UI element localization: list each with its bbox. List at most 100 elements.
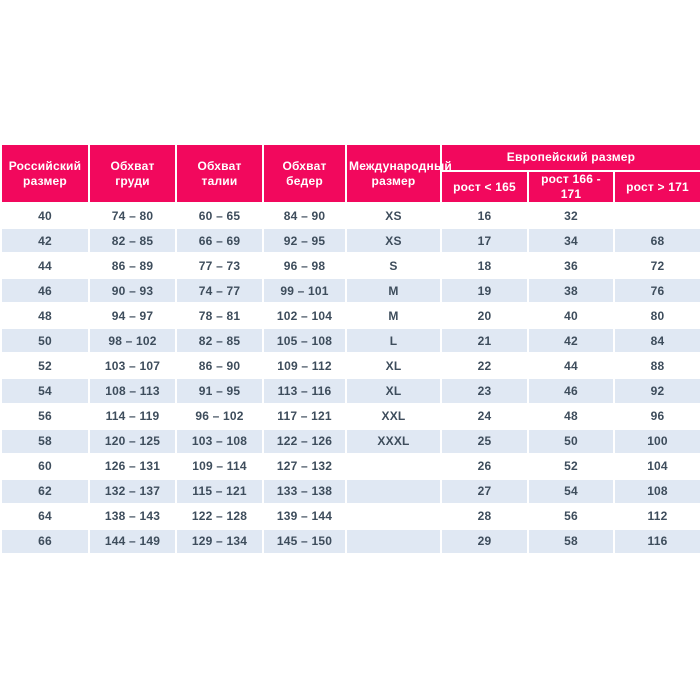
cell: 84 (612, 327, 700, 355)
cell: 54 (527, 477, 615, 505)
cell: 52 (0, 352, 90, 380)
col-header-international-size: Международный размер (345, 143, 452, 204)
table-row: 50 98 – 102 82 – 85 105 – 108 L 21 42 84 (0, 327, 700, 355)
cell: XL (345, 377, 442, 405)
cell: XXL (345, 402, 442, 430)
table-row: 46 90 – 93 74 – 77 99 – 101 M 19 38 76 (0, 277, 700, 305)
cell: 92 – 95 (262, 227, 347, 255)
cell: M (345, 302, 442, 330)
cell: L (345, 327, 442, 355)
cell: 24 (440, 402, 529, 430)
cell: 117 – 121 (262, 402, 347, 430)
cell: 46 (527, 377, 615, 405)
table-row: 66 144 – 149 129 – 134 145 – 150 29 58 116 (0, 527, 700, 556)
cell: 109 – 112 (262, 352, 347, 380)
cell: 50 (527, 427, 615, 455)
cell: 62 (0, 477, 90, 505)
cell: S (345, 252, 442, 280)
cell: 23 (440, 377, 529, 405)
cell: 54 (0, 377, 90, 405)
cell: 92 (612, 377, 700, 405)
cell: 116 (612, 527, 700, 556)
cell: 96 (612, 402, 700, 430)
table-row: 60 126 – 131 109 – 114 127 – 132 26 52 104 (0, 452, 700, 480)
cell: 38 (527, 277, 615, 305)
size-table-container: Российский размер Обхват груди Обхват та… (0, 143, 700, 556)
table-row: 58 120 – 125 103 – 108 122 – 126 XXXL 25 50 100 (0, 427, 700, 455)
size-table-body: 40 74 – 80 60 – 65 84 – 90 XS 16 32 42 82 – 85 66… (0, 201, 700, 556)
cell: 40 (0, 201, 90, 230)
cell: 90 – 93 (88, 277, 177, 305)
cell: 126 – 131 (88, 452, 177, 480)
cell: 145 – 150 (262, 527, 347, 556)
cell: 99 – 101 (262, 277, 347, 305)
cell: 82 – 85 (88, 227, 177, 255)
col-header-chest: Обхват груди (88, 143, 177, 204)
cell: 48 (527, 402, 615, 430)
cell (345, 477, 442, 505)
cell: 114 – 119 (88, 402, 177, 430)
table-row: 54 108 – 113 91 – 95 113 – 116 XL 23 46 92 (0, 377, 700, 405)
cell: 56 (527, 502, 615, 530)
cell: 98 – 102 (88, 327, 177, 355)
table-row: 40 74 – 80 60 – 65 84 – 90 XS 16 32 (0, 201, 700, 230)
cell: 102 – 104 (262, 302, 347, 330)
cell: 86 – 89 (88, 252, 177, 280)
cell: 66 (0, 527, 90, 556)
cell: 103 – 107 (88, 352, 177, 380)
cell: 18 (440, 252, 529, 280)
cell: 138 – 143 (88, 502, 177, 530)
table-row: 52 103 – 107 86 – 90 109 – 112 XL 22 44 88 (0, 352, 700, 380)
cell: 28 (440, 502, 529, 530)
cell: 42 (527, 327, 615, 355)
cell: 58 (527, 527, 615, 556)
cell: 78 – 81 (175, 302, 264, 330)
table-row: 56 114 – 119 96 – 102 117 – 121 XXL 24 48 96 (0, 402, 700, 430)
size-table: Российский размер Обхват груди Обхват та… (0, 143, 700, 556)
cell: 96 – 98 (262, 252, 347, 280)
cell: 74 – 77 (175, 277, 264, 305)
size-table-header: Российский размер Обхват груди Обхват та… (0, 143, 700, 204)
table-row: 64 138 – 143 122 – 128 139 – 144 28 56 112 (0, 502, 700, 530)
col-header-russian-size: Российский размер (0, 143, 90, 204)
cell: 144 – 149 (88, 527, 177, 556)
cell: 115 – 121 (175, 477, 264, 505)
table-row: 42 82 – 85 66 – 69 92 – 95 XS 17 34 68 (0, 227, 700, 255)
table-row: 48 94 – 97 78 – 81 102 – 104 M 20 40 80 (0, 302, 700, 330)
cell: 50 (0, 327, 90, 355)
cell: 60 (0, 452, 90, 480)
cell: 66 – 69 (175, 227, 264, 255)
cell: 34 (527, 227, 615, 255)
cell: 21 (440, 327, 529, 355)
cell: 122 – 128 (175, 502, 264, 530)
cell: 120 – 125 (88, 427, 177, 455)
cell: 77 – 73 (175, 252, 264, 280)
cell: 112 (612, 502, 700, 530)
col-header-height-166-171: рост 166 - 171 (527, 170, 615, 204)
cell: 52 (527, 452, 615, 480)
cell: 68 (612, 227, 700, 255)
col-header-hips: Обхват бедер (262, 143, 347, 204)
cell: 29 (440, 527, 529, 556)
cell: 17 (440, 227, 529, 255)
cell: 48 (0, 302, 90, 330)
col-header-waist: Обхват талии (175, 143, 264, 204)
cell: 132 – 137 (88, 477, 177, 505)
cell: 88 (612, 352, 700, 380)
cell: 108 (612, 477, 700, 505)
cell: 76 (612, 277, 700, 305)
cell: XXXL (345, 427, 442, 455)
cell: 16 (440, 201, 529, 230)
cell: 105 – 108 (262, 327, 347, 355)
cell: 20 (440, 302, 529, 330)
cell: 133 – 138 (262, 477, 347, 505)
cell: 74 – 80 (88, 201, 177, 230)
cell: 103 – 108 (175, 427, 264, 455)
cell: 44 (527, 352, 615, 380)
cell: 96 – 102 (175, 402, 264, 430)
cell: 26 (440, 452, 529, 480)
cell: 94 – 97 (88, 302, 177, 330)
cell: 56 (0, 402, 90, 430)
cell: M (345, 277, 442, 305)
cell: 80 (612, 302, 700, 330)
